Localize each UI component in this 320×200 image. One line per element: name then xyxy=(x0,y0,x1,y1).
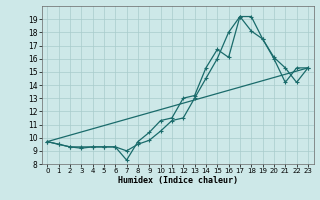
X-axis label: Humidex (Indice chaleur): Humidex (Indice chaleur) xyxy=(118,176,237,185)
